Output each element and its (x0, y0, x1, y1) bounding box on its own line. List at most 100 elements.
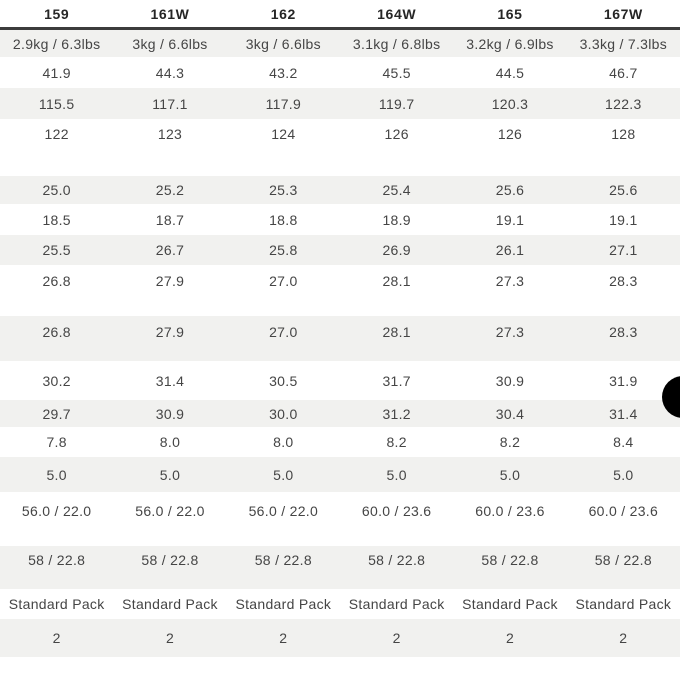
table-cell: 3kg / 6.6lbs (132, 35, 208, 52)
table-cell: 25.6 (495, 182, 525, 198)
table-cell: 28.1 (382, 273, 411, 289)
table-row: 122 123 124 126 126 128 (0, 119, 680, 176)
table-cell: 2 (392, 630, 401, 646)
floating-widget-button[interactable] (662, 376, 680, 418)
table-cell: 5.0 (499, 466, 521, 483)
table-cell: 26.8 (42, 324, 71, 340)
table-cell: 18.7 (155, 211, 185, 228)
table-cell: 25.4 (382, 182, 411, 198)
table-cell: 60.0 / 23.6 (475, 503, 545, 519)
table-cell: 46.7 (609, 64, 638, 81)
table-cell: 122.3 (605, 95, 642, 112)
table-cell: 28.3 (609, 324, 638, 340)
table-cell: 58 / 22.8 (28, 552, 86, 568)
column-header: 165 (497, 5, 523, 22)
table-cell: 5.0 (386, 466, 407, 483)
table-row: 26.8 27.9 27.0 28.1 27.3 28.3 (0, 265, 680, 316)
table-cell: 44.5 (495, 64, 525, 81)
table-cell: 30.2 (42, 372, 71, 389)
table-cell: Standard Pack (575, 596, 672, 612)
table-cell: 27.0 (269, 273, 298, 289)
table-cell: 30.9 (155, 405, 185, 422)
table-cell: 29.7 (42, 405, 71, 422)
table-cell: 3.1kg / 6.8lbs (352, 35, 441, 52)
table-cell: 56.0 / 22.0 (135, 503, 205, 519)
table-cell: 8.4 (613, 434, 634, 450)
table-cell: 126 (384, 126, 409, 142)
table-cell: 26.9 (382, 242, 411, 258)
column-header: 164W (377, 5, 417, 22)
table-cell: 56.0 / 22.0 (21, 503, 92, 519)
table-cell: 30.4 (495, 405, 525, 422)
table-row: 25.5 26.7 25.8 26.9 26.1 27.1 (0, 235, 680, 265)
table-cell: 8.0 (273, 434, 294, 450)
table-row: 26.8 27.9 27.0 28.1 27.3 28.3 (0, 316, 680, 361)
table-cell: 5.0 (46, 466, 67, 483)
table-cell: 44.3 (155, 64, 185, 81)
table-cell: 31.9 (609, 372, 638, 389)
table-row: 5.0 5.0 5.0 5.0 5.0 5.0 (0, 457, 680, 492)
table-cell: 2 (619, 630, 628, 646)
table-cell: 30.9 (495, 372, 525, 389)
table-cell: 2 (505, 630, 515, 646)
table-cell: 27.3 (495, 324, 525, 340)
table-cell: 25.6 (609, 182, 638, 198)
table-cell: 120.3 (491, 95, 529, 112)
table-row: 25.0 25.2 25.3 25.4 25.6 25.6 (0, 176, 680, 204)
table-cell: 45.5 (382, 64, 411, 81)
table-cell: Standard Pack (462, 596, 558, 612)
table-row: 56.0 / 22.0 56.0 / 22.0 56.0 / 22.0 60.0 / … (0, 492, 680, 546)
table-cell: 27.1 (609, 242, 638, 258)
table-cell: 126 (497, 126, 523, 142)
table-cell: 58 / 22.8 (141, 552, 199, 568)
table-cell: 28.1 (382, 324, 411, 340)
table-row: 115.5 117.1 117.9 119.7 120.3 122.3 (0, 88, 680, 119)
table-cell: 124 (271, 126, 296, 142)
table-cell: 27.9 (155, 273, 185, 289)
table-cell: 25.3 (269, 182, 298, 198)
table-cell: 60.0 / 23.6 (361, 503, 432, 519)
table-cell: 43.2 (269, 64, 298, 81)
table-row: 41.9 44.3 43.2 45.5 44.5 46.7 (0, 57, 680, 88)
column-header: 162 (270, 5, 296, 22)
table-row: 2.9kg / 6.3lbs 3kg / 6.6lbs 3kg / 6.6lbs 3.… (0, 30, 680, 57)
table-cell: 117.9 (265, 95, 302, 112)
table-row: 30.2 31.4 30.5 31.7 30.9 31.9 (0, 361, 680, 400)
table-cell: 2 (52, 630, 61, 646)
table-cell: 31.7 (382, 372, 411, 389)
table-cell: 28.3 (609, 273, 638, 289)
table-cell: 25.5 (42, 242, 71, 258)
table-cell: 41.9 (42, 64, 71, 81)
table-cell: 18.8 (269, 211, 298, 228)
table-cell: Standard Pack (8, 596, 105, 612)
table-cell: 58 / 22.8 (254, 552, 312, 568)
table-cell: 58 / 22.8 (594, 552, 652, 568)
table-cell: 18.5 (42, 211, 71, 228)
table-cell: 7.8 (46, 434, 67, 450)
table-cell: 119.7 (378, 95, 415, 112)
column-header: 159 (44, 5, 70, 22)
table-cell: 3.2kg / 6.9lbs (466, 35, 554, 52)
table-cell: Standard Pack (348, 596, 445, 612)
table-cell: 25.0 (42, 182, 71, 198)
table-cell: 31.2 (382, 405, 411, 422)
table-cell: Standard Pack (235, 596, 332, 612)
column-header: 161W (150, 5, 190, 22)
table-row: 18.5 18.7 18.8 18.9 19.1 19.1 (0, 204, 680, 235)
table-cell: 123 (157, 126, 183, 142)
table-cell: 2 (165, 630, 175, 646)
table-cell: 8.2 (386, 434, 407, 450)
table-cell: 8.0 (159, 434, 181, 450)
table-cell: 19.1 (609, 211, 638, 228)
table-row: 58 / 22.8 58 / 22.8 58 / 22.8 58 / 22.8 58 /… (0, 546, 680, 589)
table-cell: 25.8 (269, 242, 298, 258)
table-cell: 5.0 (159, 466, 181, 483)
table-row: 7.8 8.0 8.0 8.2 8.2 8.4 (0, 427, 680, 457)
table-cell: 27.3 (495, 273, 525, 289)
size-spec-table: 159 161W 162 164W 165 167W 2.9kg / 6.3lbs 3kg /… (0, 0, 680, 657)
table-header-row: 159 161W 162 164W 165 167W (0, 0, 680, 30)
table-row: 2 2 2 2 2 2 (0, 619, 680, 657)
table-row: Standard Pack Standard Pack Standard Pack S… (0, 589, 680, 619)
table-cell: 30.5 (269, 372, 298, 389)
